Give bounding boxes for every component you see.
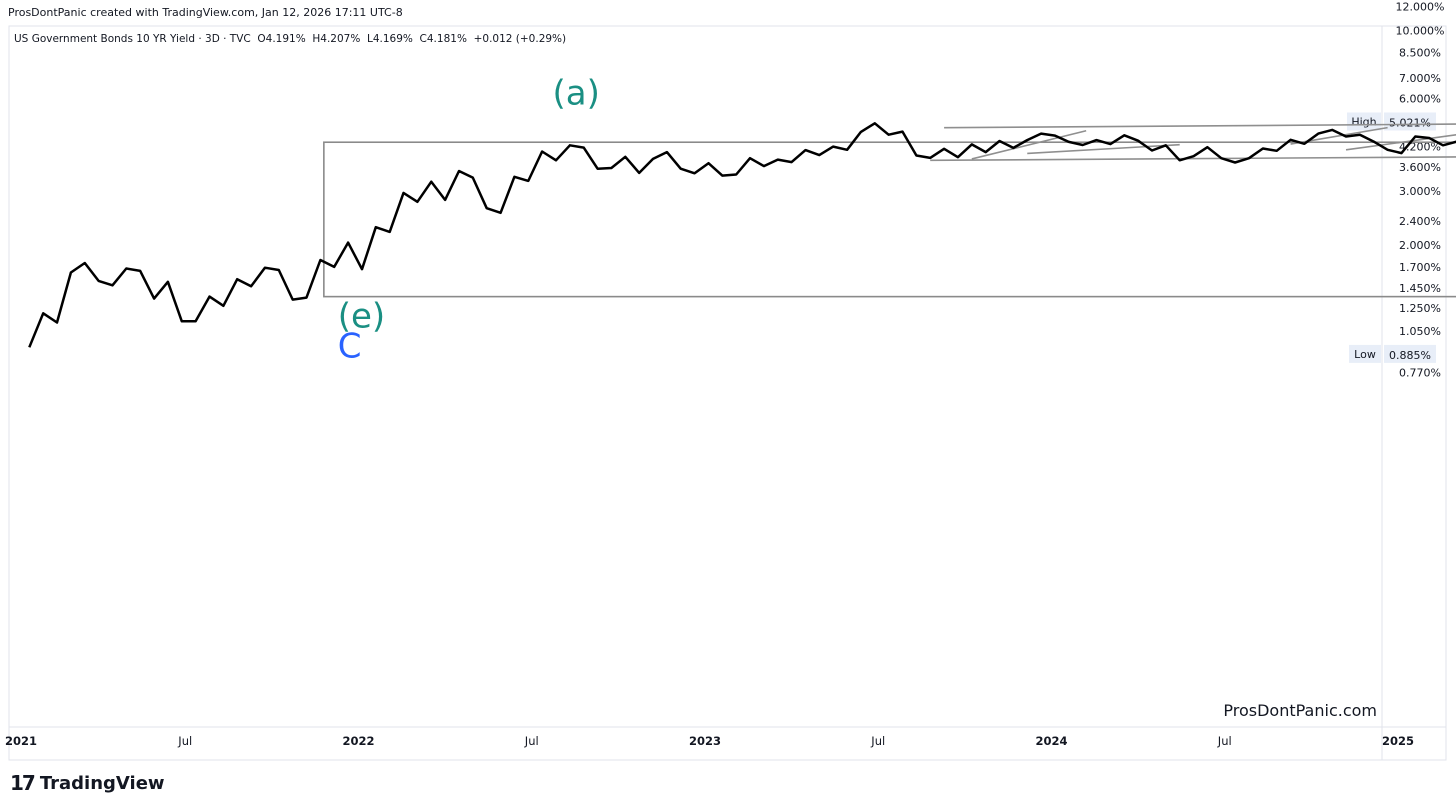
high-label: High xyxy=(1351,115,1376,128)
trendline xyxy=(930,156,1456,162)
chart-caption: ProsDontPanic created with TradingView.c… xyxy=(8,6,403,19)
wave-label: (e) xyxy=(338,296,385,336)
y-tick-label: 1.250% xyxy=(1399,302,1441,315)
x-tick-label: Jul xyxy=(1217,734,1232,748)
y-tick-label: 1.450% xyxy=(1399,282,1441,295)
trendline xyxy=(1345,134,1456,151)
logo-mark: 17 xyxy=(10,771,36,795)
watermark: ProsDontPanic.com xyxy=(1223,701,1377,720)
x-axis[interactable]: 2021Jul2022Jul2023Jul2024Jul2025Jul2026J… xyxy=(5,734,1456,748)
logo-name: TradingView xyxy=(39,772,165,794)
high-label-bg xyxy=(1347,112,1381,131)
y-tick-label: 2.000% xyxy=(1399,239,1441,252)
x-tick-label: 2022 xyxy=(342,734,374,748)
high-value-bg xyxy=(1384,112,1436,131)
y-tick-label: 0.770% xyxy=(1399,366,1441,379)
low-label-bg xyxy=(1349,344,1381,363)
wave-label: C xyxy=(338,327,362,367)
low-value: 0.885% xyxy=(1389,349,1431,362)
y-tick-label: 6.000% xyxy=(1399,93,1441,106)
tradingview-logo[interactable]: 17 TradingView xyxy=(10,771,165,795)
chart-border xyxy=(8,25,1447,761)
x-tick-label: Jul xyxy=(524,734,539,748)
x-tick-label: 2024 xyxy=(1035,734,1067,748)
y-tick-label: 10.000% xyxy=(1396,25,1445,38)
high-value: 5.021% xyxy=(1389,116,1431,129)
plot-area[interactable] xyxy=(8,25,1383,728)
x-tick-label: 2023 xyxy=(689,734,721,748)
trendline xyxy=(1027,143,1180,155)
wave-label: (a) xyxy=(553,73,600,113)
wave-labels: (a)(b)(c)D(e)C xyxy=(338,73,600,367)
trendline xyxy=(944,123,1456,129)
x-tick-label: 2025 xyxy=(1382,734,1414,748)
y-tick-label: 2.400% xyxy=(1399,215,1441,228)
y-tick-label: 1.700% xyxy=(1399,261,1441,274)
y-tick-label: 12.000% xyxy=(1396,0,1445,13)
symbol-legend: US Government Bonds 10 YR Yield · 3D · T… xyxy=(14,33,566,45)
x-tick-label: Jul xyxy=(177,734,192,748)
y-tick-label: 7.000% xyxy=(1399,72,1441,85)
low-label: Low xyxy=(1354,348,1376,361)
x-tick-label: Jul xyxy=(870,734,885,748)
drawings-layer: 1 (12.336%)0.618 (7.956%)0 (3.914%) xyxy=(323,123,1456,298)
range-box xyxy=(323,141,1456,298)
low-value-bg xyxy=(1384,344,1436,363)
y-tick-label: 3.600% xyxy=(1399,161,1441,174)
y-tick-label: 3.000% xyxy=(1399,185,1441,198)
y-tick-label: 1.050% xyxy=(1399,325,1441,338)
y-tick-label: 8.500% xyxy=(1399,46,1441,59)
trendline xyxy=(971,129,1087,160)
price-line xyxy=(28,122,1456,348)
x-tick-label: 2021 xyxy=(5,734,37,748)
